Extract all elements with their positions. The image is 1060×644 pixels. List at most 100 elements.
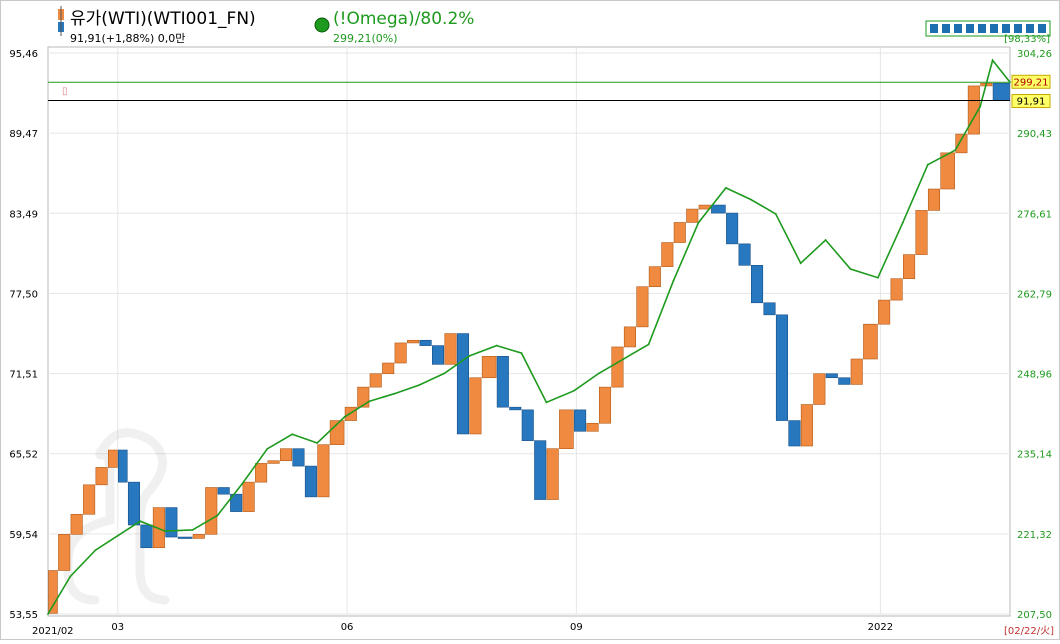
scroll-block — [966, 24, 974, 33]
left-tick-label: 83,49 — [9, 209, 38, 220]
omega-point — [520, 352, 523, 354]
omega-point — [47, 613, 49, 615]
scroll-block — [942, 24, 950, 33]
price-bar-up — [546, 448, 559, 500]
price-bar-up — [863, 323, 878, 360]
x-tick-label: 06 — [341, 622, 354, 633]
omega-point — [799, 262, 802, 265]
omega-point — [139, 520, 142, 523]
price-bar-down — [521, 409, 534, 441]
price-last-tag: 91,91 — [1011, 94, 1051, 109]
price-bar-up — [648, 266, 661, 288]
price-bar-up — [108, 449, 118, 468]
omega-point — [954, 149, 957, 152]
price-bar-down — [825, 373, 838, 379]
price-bar-down — [775, 314, 788, 421]
price-bar-down — [304, 465, 317, 498]
omega-point — [216, 514, 219, 517]
right-tick-label: 304,26 — [1017, 49, 1052, 60]
right-tick-label: 276,61 — [1017, 209, 1052, 220]
scroll-block — [930, 24, 938, 33]
left-tick-label: 77,50 — [9, 289, 38, 300]
price-bar-down — [496, 356, 509, 408]
price-bar-up — [382, 362, 395, 375]
omega-point — [316, 442, 319, 444]
scroll-block — [1014, 24, 1022, 33]
omega-point — [368, 400, 371, 403]
omega-point — [697, 221, 700, 224]
legend-overlay-title[interactable]: (!Omega)/80.2% — [333, 9, 474, 29]
price-bar-up — [915, 210, 928, 255]
price-bar-up — [636, 286, 649, 328]
price-bar-up — [611, 346, 624, 388]
scroll-block — [990, 24, 998, 33]
price-bar-down — [534, 440, 547, 500]
info-marker-icon[interactable]: ▯ — [62, 86, 68, 97]
omega-point — [495, 344, 498, 347]
price-bar-up — [205, 487, 218, 535]
price-bar-down — [763, 302, 776, 316]
right-tick-label: 248,96 — [1017, 370, 1052, 381]
omega-point — [443, 372, 446, 375]
omega-line — [47, 58, 1011, 615]
left-tick-label: 89,47 — [9, 129, 38, 140]
omega-point — [824, 239, 827, 241]
price-bar-up — [444, 333, 457, 365]
omega-point — [597, 372, 600, 375]
price-bar-up — [890, 278, 903, 301]
omega-point — [191, 529, 194, 531]
price-bar-down — [217, 487, 230, 495]
omega-point — [849, 268, 852, 270]
right-tick-label: 262,79 — [1017, 289, 1052, 300]
price-bar-up — [673, 222, 686, 243]
price-bar-down — [419, 339, 432, 346]
price-bar-up — [800, 404, 813, 447]
x-tick-label: 2022 — [868, 622, 893, 633]
scroll-block — [978, 24, 986, 33]
price-last-value: 91,91 — [1017, 97, 1046, 108]
omega-last-tag: 299,21 — [1011, 74, 1051, 89]
legend-overlay-dot-icon — [314, 17, 330, 33]
price-bar-up — [686, 208, 699, 223]
omega-point — [69, 575, 72, 578]
price-bar-down — [992, 82, 1010, 101]
omega-last-value: 299,21 — [1014, 77, 1049, 88]
price-bar-down — [711, 204, 726, 214]
price-series — [48, 82, 1010, 614]
omega-point — [164, 530, 167, 532]
price-bar-down — [292, 448, 305, 467]
legend-main-value: 91,91(+1,88%) 0,0만 — [70, 32, 185, 45]
x-end-label: [02/22/火] — [1004, 625, 1054, 637]
price-bar-up — [927, 188, 941, 211]
omega-point — [418, 384, 421, 386]
price-bar-up — [850, 358, 863, 385]
price-bar-up — [83, 484, 96, 515]
price-bar-up — [242, 481, 255, 512]
price-bar-down — [509, 406, 522, 411]
omega-point — [241, 482, 244, 485]
price-bar-up — [967, 85, 980, 135]
right-tick-label: 221,32 — [1017, 530, 1052, 541]
price-bar-up — [586, 422, 599, 432]
legend-main-title[interactable]: 유가(WTI)(WTI001_FN) — [70, 9, 256, 29]
price-bar-up — [813, 373, 826, 405]
omega-point — [468, 355, 471, 357]
omega-point — [901, 221, 904, 224]
omega-point — [979, 105, 981, 108]
scroll-indicator[interactable] — [925, 20, 1051, 37]
omega-point — [545, 401, 548, 404]
price-bar-down — [165, 507, 178, 538]
price-bar-down — [177, 536, 193, 539]
price-bar-down — [788, 420, 801, 447]
price-bar-up — [152, 507, 165, 549]
legend: 유가(WTI)(WTI001_FN) 91,91(+1,88%) 0,0만 (!… — [58, 6, 474, 45]
omega-point — [116, 534, 119, 537]
price-bar-down — [751, 264, 764, 304]
omega-point — [647, 343, 650, 346]
price-bar-up — [559, 409, 574, 449]
omega-point — [291, 433, 294, 436]
price-bar-up — [317, 444, 330, 498]
price-bar-up — [95, 467, 108, 486]
price-bar-down — [230, 493, 243, 512]
